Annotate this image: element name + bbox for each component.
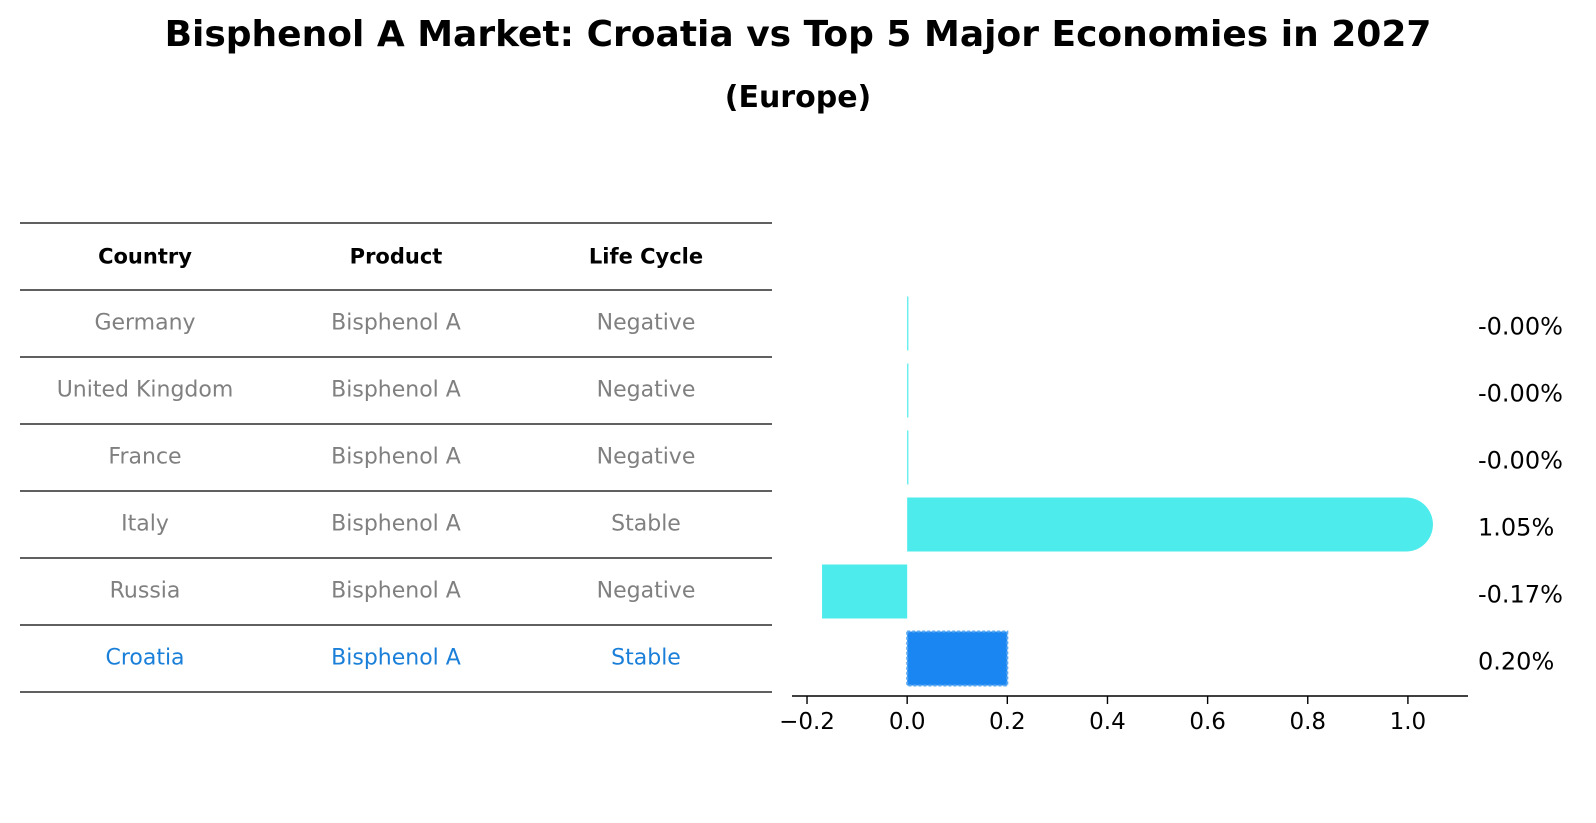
- bar: [907, 363, 909, 418]
- table-cell-country: Italy: [121, 512, 169, 537]
- table-header-cell: Product: [350, 245, 443, 269]
- table-cell-country: Germany: [94, 311, 195, 336]
- table-cell-life-cycle: Stable: [611, 646, 681, 671]
- table-cell-product: Bisphenol A: [331, 579, 461, 604]
- x-tick-label: 0.4: [1089, 709, 1126, 735]
- x-tick-label: −0.2: [779, 709, 835, 735]
- table-cell-life-cycle: Negative: [597, 579, 696, 604]
- chart-subtitle: (Europe): [724, 80, 872, 115]
- bar: [907, 497, 1433, 552]
- bar: [907, 430, 909, 485]
- table-cell-country: Croatia: [105, 646, 184, 671]
- bar-value-label: -0.00%: [1478, 380, 1563, 408]
- bar: [822, 564, 908, 619]
- chart-title: Bisphenol A Market: Croatia vs Top 5 Maj…: [164, 14, 1432, 55]
- bar-value-label: -0.00%: [1478, 313, 1563, 341]
- bar-highlight: [906, 630, 1009, 687]
- bar-value-label: -0.17%: [1478, 581, 1563, 609]
- table-cell-product: Bisphenol A: [331, 445, 461, 470]
- table-cell-life-cycle: Negative: [597, 445, 696, 470]
- table-cell-product: Bisphenol A: [331, 378, 461, 403]
- table-cell-product: Bisphenol A: [331, 646, 461, 671]
- table-cell-product: Bisphenol A: [331, 512, 461, 537]
- table-cell-life-cycle: Stable: [611, 512, 681, 537]
- table-header-cell: Life Cycle: [589, 245, 703, 269]
- data-table: Country Product Life Cycle Germany Bisphenol…: [20, 222, 772, 693]
- table-cell-product: Bisphenol A: [331, 311, 461, 336]
- bar-value-label: 1.05%: [1478, 514, 1554, 542]
- table-cell-life-cycle: Negative: [597, 378, 696, 403]
- table-cell-life-cycle: Negative: [597, 311, 696, 336]
- bar-value-label: 0.20%: [1478, 648, 1554, 676]
- table-cell-country: United Kingdom: [57, 378, 234, 403]
- table-header-cell: Country: [98, 245, 192, 269]
- bar-value-label: -0.00%: [1478, 447, 1563, 475]
- x-tick-label: 0.0: [889, 709, 926, 735]
- x-tick-label: 0.8: [1289, 709, 1326, 735]
- bar: [907, 296, 909, 351]
- table-cell-country: France: [108, 445, 181, 470]
- x-tick-label: 1.0: [1390, 709, 1427, 735]
- x-tick-label: 0.2: [989, 709, 1026, 735]
- bar-chart: -0.00% -0.00% -0.00% 1.05% -0.17% 0.20% −0.2 0.…: [779, 296, 1563, 735]
- x-tick-label: 0.6: [1189, 709, 1226, 735]
- table-cell-country: Russia: [110, 579, 181, 604]
